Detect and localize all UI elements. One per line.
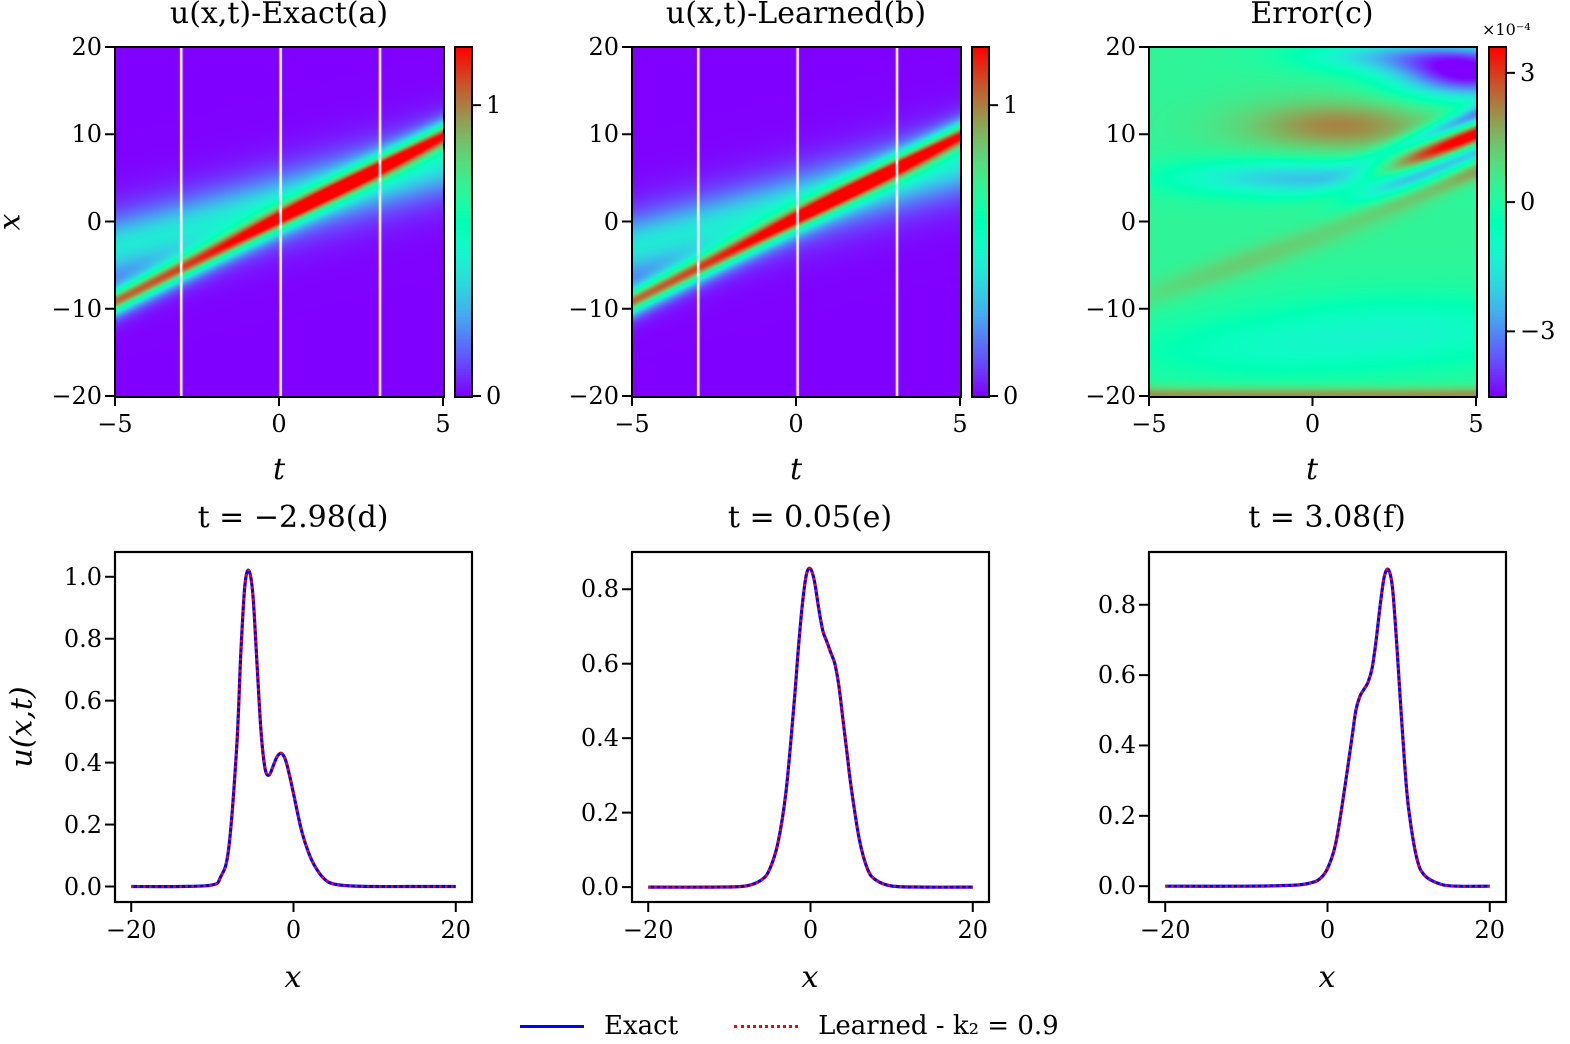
panel-d-ytick-label: 0.8 bbox=[63, 624, 102, 653]
panel-d-ytick-label: 0.0 bbox=[63, 872, 102, 901]
panel-a-ytick-label: −20 bbox=[51, 382, 102, 410]
panel-c-ytick-label: 0 bbox=[1120, 207, 1136, 236]
panel-e-ytick-label: 0.0 bbox=[580, 873, 619, 902]
panel-e-exact-line bbox=[648, 566, 973, 889]
panel-d-ytick-label: 0.4 bbox=[63, 748, 102, 777]
panel-c-xtick-label: −5 bbox=[1131, 410, 1167, 438]
panel-f-frame bbox=[1147, 550, 1508, 904]
panel-a-ytick-label: 0 bbox=[86, 207, 102, 236]
panel-e-title: t = 0.05(e) bbox=[727, 500, 893, 535]
legend-swatch-exact bbox=[520, 1024, 584, 1028]
panel-c-xlabel: t bbox=[1305, 452, 1319, 487]
panel-d-frame bbox=[113, 550, 474, 904]
panel-e-ytick-label: 0.4 bbox=[580, 724, 619, 753]
panel-b-xtick-label: −5 bbox=[614, 410, 650, 438]
panel-c-ytick-label: 20 bbox=[1105, 33, 1136, 61]
panel-c-ytick-label: −10 bbox=[1085, 294, 1136, 323]
panel-d-xtick-label: −20 bbox=[105, 916, 157, 944]
colorbar-c-tick-label: −3 bbox=[1520, 317, 1556, 346]
panel-c-xtick-label: 0 bbox=[1304, 410, 1321, 438]
panel-e-ytick-label: 0.6 bbox=[580, 649, 619, 678]
panel-e-xtick-label: −20 bbox=[622, 916, 674, 944]
panel-b-ytick-label: 20 bbox=[588, 33, 619, 61]
panel-f-ytick-label: 0.8 bbox=[1097, 590, 1136, 619]
panel-a-xlabel: t bbox=[272, 452, 286, 487]
legend-swatch-learned bbox=[734, 1024, 799, 1028]
panel-a-ytick-label: 10 bbox=[71, 120, 102, 149]
panel-b-xlabel: t bbox=[789, 452, 803, 487]
panel-d-xtick-label: 0 bbox=[285, 916, 302, 944]
panel-d-xtick-label: 20 bbox=[440, 916, 472, 944]
panel-c-xtick-label: 5 bbox=[1468, 410, 1484, 438]
panel-d-exact-line bbox=[131, 568, 456, 889]
panel-f-xlabel: x bbox=[1318, 960, 1336, 995]
panel-e-ytick-label: 0.2 bbox=[580, 798, 619, 827]
panel-e-ytick-label: 0.8 bbox=[580, 575, 619, 604]
colorbar-b-tick-label: 0 bbox=[1003, 382, 1019, 410]
panel-f-learned-line bbox=[1165, 567, 1490, 888]
panel-e-xlabel: x bbox=[801, 960, 819, 995]
panel-c-title: Error(c) bbox=[1250, 0, 1374, 31]
panel-b-xtick-label: 5 bbox=[952, 410, 968, 438]
panel-f-ytick-label: 0.2 bbox=[1097, 801, 1136, 830]
panel-b-ytick-label: 10 bbox=[588, 120, 619, 149]
colorbar-a-tick-label: 0 bbox=[486, 382, 502, 410]
panel-b-ytick-label: −10 bbox=[568, 294, 619, 323]
legend-label-exact: Exact bbox=[604, 1011, 679, 1041]
panel-d-ytick-label: 0.6 bbox=[63, 686, 102, 715]
panel-e-frame bbox=[630, 550, 991, 904]
colorbar-b bbox=[972, 47, 988, 396]
colorbar-a-tick-label: 1 bbox=[486, 91, 502, 120]
panel-b-ytick-label: −20 bbox=[568, 382, 619, 410]
panel-c-ytick-label: −20 bbox=[1085, 382, 1136, 410]
colorbar-a bbox=[455, 47, 471, 396]
colorbar-c-scale-label: ×10⁻⁴ bbox=[1482, 20, 1531, 39]
panel-f-xtick-label: 0 bbox=[1319, 916, 1336, 944]
panel-c-ytick-label: 10 bbox=[1105, 120, 1136, 149]
heatmap-b bbox=[632, 47, 960, 396]
panel-b-title: u(x,t)-Learned(b) bbox=[665, 0, 927, 31]
panel-f-xtick-label: −20 bbox=[1139, 916, 1191, 944]
panel-a-ytick-label: 20 bbox=[71, 33, 102, 61]
colorbar-c-tick-label: 3 bbox=[1520, 58, 1536, 87]
legend-item-learned: Learned - k₂ = 0.9 bbox=[734, 1011, 1059, 1041]
panel-f-title: t = 3.08(f) bbox=[1248, 500, 1406, 535]
panel-a-xtick-label: 5 bbox=[435, 410, 451, 438]
panel-e-learned-line bbox=[648, 567, 973, 889]
colorbar-c bbox=[1489, 47, 1505, 396]
panel-a-xtick-label: −5 bbox=[97, 410, 133, 438]
panel-a-ytick-label: −10 bbox=[51, 294, 102, 323]
panel-f-ytick-label: 0.0 bbox=[1097, 872, 1136, 901]
panel-e-xtick-label: 0 bbox=[802, 916, 819, 944]
heatmap-a bbox=[115, 47, 443, 396]
panel-f-ytick-label: 0.6 bbox=[1097, 661, 1136, 690]
panel-d-learned-line bbox=[131, 568, 456, 888]
colorbar-c-tick-label: 0 bbox=[1520, 188, 1536, 217]
panel-f-ytick-label: 0.4 bbox=[1097, 731, 1136, 760]
panel-d-xlabel: x bbox=[284, 960, 302, 995]
colorbar-b-tick-label: 1 bbox=[1003, 91, 1019, 120]
panel-d-ytick-label: 1.0 bbox=[63, 562, 102, 591]
panel-b-ytick-label: 0 bbox=[603, 207, 619, 236]
panel-b-xtick-label: 0 bbox=[788, 410, 804, 438]
heatmap-c bbox=[1149, 47, 1476, 396]
panel-a-xtick-label: 0 bbox=[271, 410, 287, 438]
legend-item-exact: Exact bbox=[520, 1011, 678, 1041]
legend-label-learned: Learned - k₂ = 0.9 bbox=[818, 1011, 1059, 1041]
panel-f-xtick-label: 20 bbox=[1474, 916, 1506, 944]
panel-a-title: u(x,t)-Exact(a) bbox=[169, 0, 389, 31]
panel-e-xtick-label: 20 bbox=[957, 916, 989, 944]
legend: Exact Learned - k₂ = 0.9 bbox=[520, 1008, 1115, 1044]
panel-f-exact-line bbox=[1165, 567, 1490, 888]
panel-d-title: t = −2.98(d) bbox=[197, 500, 389, 535]
panel-d-ytick-label: 0.2 bbox=[63, 810, 102, 839]
